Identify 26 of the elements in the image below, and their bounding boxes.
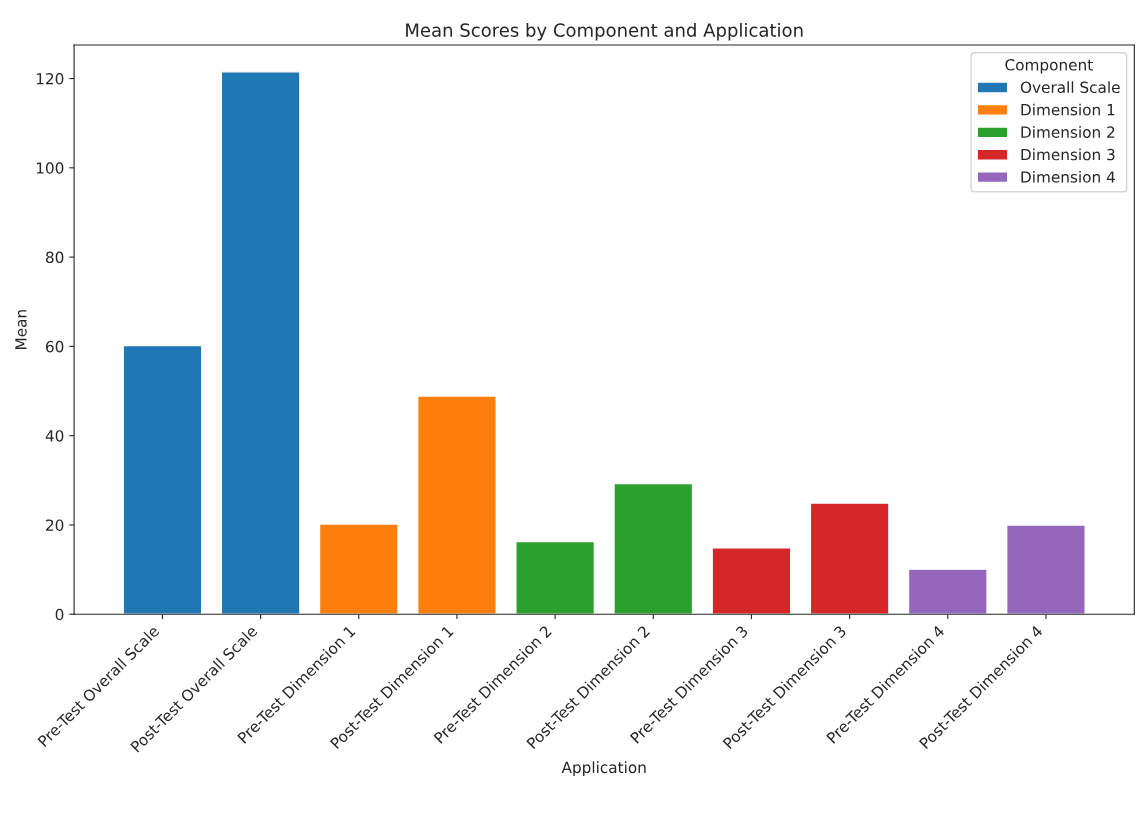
legend-label: Dimension 2 (1021, 126, 1115, 138)
bar (122, 344, 203, 615)
chart-title: Mean Scores by Component and Application (406, 22, 803, 41)
bar (907, 568, 988, 615)
bar (515, 540, 596, 615)
y-tick-label: 100 (36, 162, 64, 174)
legend-title: Component (1005, 59, 1093, 74)
y-tick-label: 40 (45, 430, 64, 442)
bar (1005, 524, 1086, 615)
y-axis-title: Mean (15, 310, 27, 349)
y-tick-label: 0 (55, 608, 64, 621)
legend-label: Dimension 1 (1021, 103, 1115, 116)
legend-label: Overall Scale (1020, 81, 1120, 94)
x-axis-title: Application (561, 761, 646, 777)
bar (711, 547, 792, 615)
y-tick-label: 20 (46, 519, 64, 531)
bar (809, 502, 890, 615)
y-tick-label: 60 (46, 340, 64, 353)
bar (220, 71, 301, 615)
bar (318, 523, 399, 615)
bar (613, 482, 694, 615)
y-tick-label: 120 (36, 72, 64, 85)
y-tick-label: 80 (45, 251, 64, 264)
legend-label: Dimension 4 (1021, 170, 1115, 183)
bar (416, 395, 497, 615)
legend-label: Dimension 3 (1021, 148, 1115, 161)
